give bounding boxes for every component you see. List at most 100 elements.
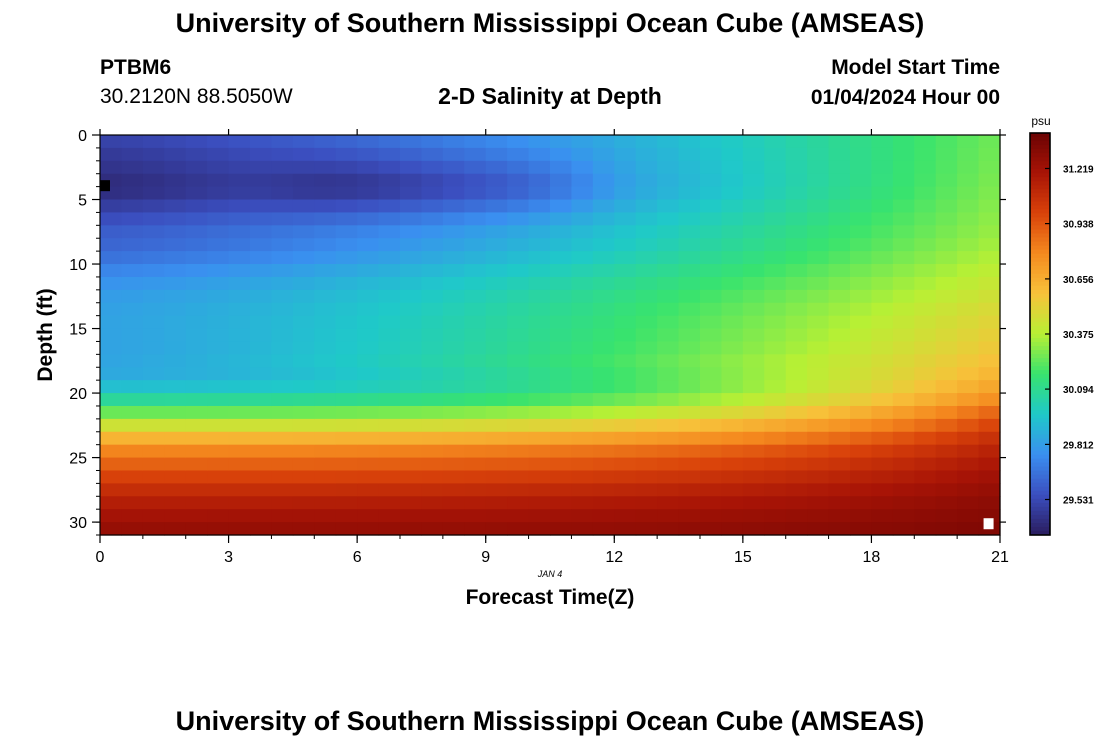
heatmap-cell — [485, 522, 508, 536]
heatmap-cell — [678, 135, 701, 149]
heatmap-cell — [442, 483, 465, 497]
heatmap-cell — [292, 522, 315, 536]
colorbar-segment — [1030, 394, 1050, 399]
heatmap-cell — [185, 509, 208, 523]
colorbar-segment — [1030, 313, 1050, 319]
heatmap-cell — [464, 199, 487, 214]
heatmap-cell — [721, 289, 744, 304]
heatmap-cell — [314, 367, 337, 381]
heatmap-cell — [807, 289, 830, 304]
heatmap-cell — [721, 380, 744, 394]
heatmap-cell — [207, 393, 230, 407]
heatmap-cell — [421, 522, 444, 536]
heatmap-cell — [100, 328, 123, 343]
heatmap-cell — [871, 418, 894, 433]
heatmap-cell — [378, 354, 401, 368]
heatmap-cell — [142, 173, 165, 188]
heatmap-cell — [678, 212, 701, 226]
heatmap-cell — [764, 380, 787, 394]
heatmap-cell — [357, 264, 380, 278]
heatmap-cell — [335, 199, 358, 214]
heatmap-cell — [528, 225, 551, 239]
heatmap-cell — [657, 354, 680, 368]
heatmap-cell — [464, 367, 487, 381]
heatmap-cell — [335, 251, 358, 265]
heatmap-cell — [550, 160, 573, 175]
heatmap-cell — [357, 173, 380, 188]
heatmap-cell — [207, 225, 230, 239]
colorbar-segment — [1030, 189, 1050, 194]
heatmap-cell — [400, 341, 423, 355]
heatmap-cell — [207, 238, 230, 252]
heatmap-cell — [400, 470, 423, 484]
heatmap-cell — [678, 251, 701, 265]
heatmap-cell — [850, 251, 873, 265]
heatmap-cell — [700, 186, 723, 201]
heatmap-cell — [271, 238, 294, 252]
heatmap-cell — [850, 393, 873, 407]
heatmap-cell — [892, 418, 915, 433]
heatmap-cell — [100, 483, 123, 497]
y-tick-label: 5 — [78, 193, 87, 210]
heatmap-cell — [207, 212, 230, 226]
heatmap-cell — [957, 264, 980, 278]
heatmap-cell — [292, 457, 315, 472]
heatmap-cell — [592, 457, 615, 472]
heatmap-cell — [464, 393, 487, 407]
heatmap-cell — [914, 251, 937, 265]
heatmap-cell — [142, 470, 165, 484]
heatmap-cell — [571, 199, 594, 214]
heatmap-cell — [400, 276, 423, 291]
heatmap-cell — [464, 276, 487, 291]
heatmap-cell — [400, 264, 423, 278]
heatmap-cell — [957, 470, 980, 484]
heatmap-cell — [185, 405, 208, 420]
heatmap-cell — [614, 509, 637, 523]
heatmap-cell — [571, 251, 594, 265]
heatmap-cell — [550, 173, 573, 188]
heatmap-cell — [100, 238, 123, 252]
heatmap-cell — [721, 199, 744, 214]
heatmap-cell — [464, 509, 487, 523]
colorbar-segment — [1030, 530, 1050, 536]
heatmap-cell — [507, 457, 530, 472]
colorbar-segment — [1030, 301, 1050, 307]
heatmap-cell — [292, 367, 315, 381]
heatmap-cell — [721, 238, 744, 252]
colorbar-segment — [1030, 390, 1050, 395]
heatmap-cell — [185, 199, 208, 214]
heatmap-cell — [678, 509, 701, 523]
heatmap-cell — [635, 225, 658, 239]
heatmap-cell — [657, 470, 680, 484]
heatmap-cell — [100, 315, 123, 330]
heatmap-cell — [700, 418, 723, 433]
heatmap-cell — [271, 276, 294, 291]
heatmap-cell — [635, 470, 658, 484]
heatmap-cell — [421, 509, 444, 523]
heatmap-cell — [292, 251, 315, 265]
colorbar-tick-label: 30.938 — [1063, 220, 1094, 231]
x-tick-label: 18 — [863, 549, 881, 566]
heatmap-cell — [442, 354, 465, 368]
heatmap-cell — [957, 225, 980, 239]
heatmap-cell — [421, 393, 444, 407]
heatmap-cell — [464, 173, 487, 188]
heatmap-cell — [507, 470, 530, 484]
heatmap-cell — [207, 470, 230, 484]
heatmap-cell — [871, 328, 894, 343]
heatmap-cell — [935, 135, 958, 149]
heatmap-cell — [764, 135, 787, 149]
heatmap-cell — [700, 212, 723, 226]
heatmap-cell — [571, 367, 594, 381]
heatmap-cell — [850, 470, 873, 484]
heatmap-cell — [871, 457, 894, 472]
heatmap-cell — [314, 341, 337, 355]
heatmap-cell — [485, 367, 508, 381]
heatmap-cell — [271, 160, 294, 175]
heatmap-cell — [100, 147, 123, 162]
heatmap-cell — [357, 457, 380, 472]
heatmap-cell — [678, 238, 701, 252]
heatmap-cell — [935, 405, 958, 420]
heatmap-cell — [207, 135, 230, 149]
heatmap-cell — [571, 328, 594, 343]
